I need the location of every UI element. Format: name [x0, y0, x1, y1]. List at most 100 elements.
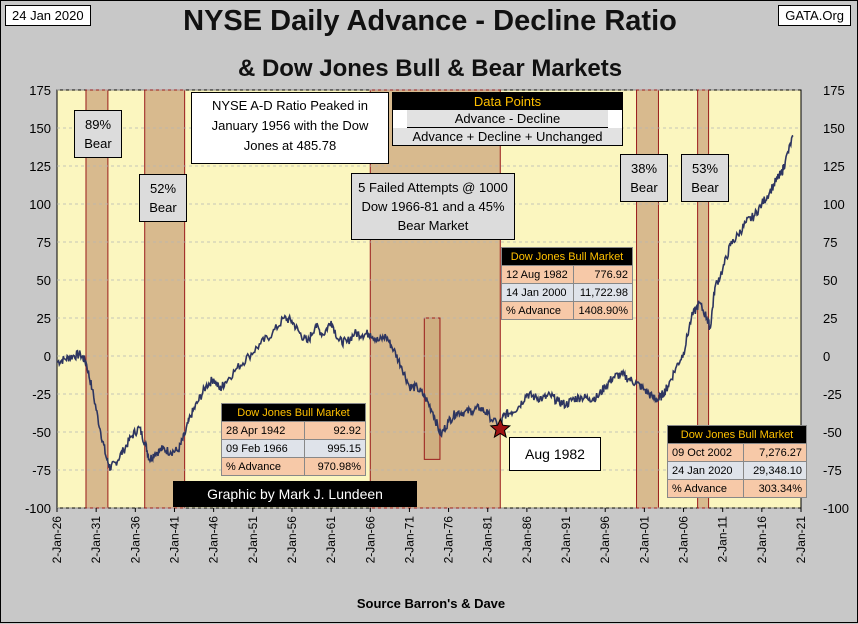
chart-title: NYSE Daily Advance - Decline Ratio — [183, 5, 677, 37]
y-tick-label-right: 150 — [823, 121, 845, 136]
x-tick-label: 2-Jan-71 — [402, 516, 416, 564]
y-tick-label: 175 — [29, 83, 51, 98]
t1-r2-value: 995.15 — [303, 439, 367, 458]
t2-r3-value: 1408.90% — [572, 301, 634, 320]
x-tick-label: 2-Jan-31 — [89, 516, 103, 564]
chart-subtitle: & Dow Jones Bull & Bear Markets — [237, 55, 623, 82]
y-tick-label: 50 — [37, 273, 51, 288]
t2-r3-label: % Advance — [501, 301, 574, 320]
x-tick-label: 2-Jan-01 — [637, 516, 651, 564]
t2-r1-label: 12 Aug 1982 — [501, 265, 574, 284]
y-tick-label: 0 — [44, 349, 51, 364]
aug-1982-star-marker — [489, 417, 512, 439]
x-tick-label: 2-Jan-76 — [442, 516, 456, 564]
t1-r3-value: 970.98% — [303, 457, 367, 476]
y-tick-label-right: 50 — [823, 273, 837, 288]
bull-table-1942-1966: Dow Jones Bull Market 28 Apr 1942 92.92 0… — [221, 403, 367, 476]
bear-band — [423, 317, 441, 460]
y-tick-label: -75 — [32, 463, 51, 478]
t3-r1-value: 7,276.27 — [742, 443, 808, 462]
y-tick-label-right: -50 — [823, 425, 842, 440]
y-tick-label: 150 — [29, 121, 51, 136]
bear-band — [144, 89, 186, 509]
bear-53-text: 53% Bear — [691, 161, 719, 195]
y-tick-label: -100 — [25, 501, 51, 516]
x-tick-label: 2-Jan-11 — [716, 516, 730, 563]
t3-r3-value: 303.34% — [742, 479, 808, 498]
t1-title: Dow Jones Bull Market — [221, 403, 366, 422]
bear-band — [85, 89, 109, 509]
t3-r2-label: 24 Jan 2020 — [667, 461, 744, 480]
y-tick-label: 125 — [29, 159, 51, 174]
bear-38-text: 38% Bear — [630, 161, 658, 195]
y-tick-label-right: -100 — [823, 501, 849, 516]
formula-box: Data Points Advance - Decline Advance + … — [392, 92, 623, 146]
t2-r2-value: 11,722.98 — [572, 283, 634, 302]
bear-38-label: 38% Bear — [620, 154, 668, 202]
bear-52-label: 52% Bear — [139, 174, 187, 222]
x-tick-label: 2-Jan-96 — [598, 516, 612, 564]
ad-ratio-line — [56, 134, 794, 471]
y-axis-right: 175 150 125 100 75 50 25 0 -25 -50 -75 -100 — [823, 83, 849, 516]
x-tick-label: 2-Jan-86 — [520, 516, 534, 564]
x-tick-label: 2-Jan-21 — [794, 516, 808, 564]
x-tick-label: 2-Jan-91 — [559, 516, 573, 564]
bear-band — [697, 89, 710, 509]
y-tick-label: 100 — [29, 197, 51, 212]
y-tick-label-right: -75 — [823, 463, 842, 478]
x-tick-label: 2-Jan-06 — [677, 516, 691, 564]
t2-r1-value: 776.92 — [572, 265, 634, 284]
y-axis-left: 175 150 125 100 75 50 25 0 -25 -50 -75 -100 — [25, 83, 51, 516]
t1-r1-value: 92.92 — [303, 421, 367, 440]
t3-title: Dow Jones Bull Market — [667, 425, 807, 444]
y-tick-label: 75 — [37, 235, 51, 250]
x-tick-label: 2-Jan-36 — [128, 516, 142, 564]
x-tick-label: 2-Jan-16 — [755, 516, 769, 564]
peak-note-text: NYSE A-D Ratio Peaked in January 1956 wi… — [211, 98, 369, 153]
t3-r2-value: 29,348.10 — [742, 461, 808, 480]
x-tick-label: 2-Jan-41 — [167, 516, 181, 564]
bull-table-1982-2000: Dow Jones Bull Market 12 Aug 1982 776.92 … — [501, 247, 634, 320]
bear-89-text: 89% Bear — [84, 117, 112, 151]
y-tick-label-right: 0 — [823, 349, 830, 364]
date-label: 24 Jan 2020 — [5, 5, 91, 26]
y-tick-label: -25 — [32, 387, 51, 402]
y-tick-label: 25 — [37, 311, 51, 326]
x-tick-label: 2-Jan-66 — [363, 516, 377, 564]
peak-note: NYSE A-D Ratio Peaked in January 1956 wi… — [191, 92, 389, 164]
y-tick-label-right: 100 — [823, 197, 845, 212]
y-tick-label-right: 175 — [823, 83, 845, 98]
credit-label: Graphic by Mark J. Lundeen — [173, 481, 417, 507]
t3-r1-label: 09 Oct 2002 — [667, 443, 744, 462]
t2-title: Dow Jones Bull Market — [501, 247, 633, 266]
y-tick-label-right: -25 — [823, 387, 842, 402]
x-tick-label: 2-Jan-81 — [481, 516, 495, 564]
star-shape — [489, 417, 512, 439]
y-tick-label: -50 — [32, 425, 51, 440]
x-tick-label: 2-Jan-61 — [324, 516, 338, 564]
y-tick-label-right: 25 — [823, 311, 837, 326]
t1-r2-label: 09 Feb 1966 — [221, 439, 305, 458]
failed-attempts-note: 5 Failed Attempts @ 1000 Dow 1966-81 and… — [351, 173, 515, 240]
bear-53-label: 53% Bear — [681, 154, 729, 202]
t1-r3-label: % Advance — [221, 457, 305, 476]
t3-r3-label: % Advance — [667, 479, 744, 498]
x-axis: 2-Jan-26 2-Jan-31 2-Jan-36 2-Jan-41 2-Jan-46… — [50, 508, 808, 563]
x-axis-source-label: Source Barron's & Dave — [357, 596, 505, 611]
bear-market-bands — [85, 89, 710, 509]
aug-1982-label: Aug 1982 — [509, 437, 601, 471]
bull-table-2002-2020: Dow Jones Bull Market 09 Oct 2002 7,276.2… — [667, 425, 808, 498]
t2-r2-label: 14 Jan 2000 — [501, 283, 574, 302]
bear-52-text: 52% Bear — [149, 181, 177, 215]
x-tick-label: 2-Jan-51 — [246, 516, 260, 564]
formula-title: Data Points — [393, 93, 622, 110]
failed-attempts-text: 5 Failed Attempts @ 1000 Dow 1966-81 and… — [358, 180, 508, 233]
bear-band — [636, 89, 659, 509]
x-tick-label: 2-Jan-26 — [50, 516, 64, 564]
y-tick-label-right: 75 — [823, 235, 837, 250]
site-label: GATA.Org — [778, 5, 851, 26]
formula-numerator: Advance - Decline — [407, 110, 608, 128]
x-tick-label: 2-Jan-56 — [285, 516, 299, 564]
t1-r1-label: 28 Apr 1942 — [221, 421, 305, 440]
